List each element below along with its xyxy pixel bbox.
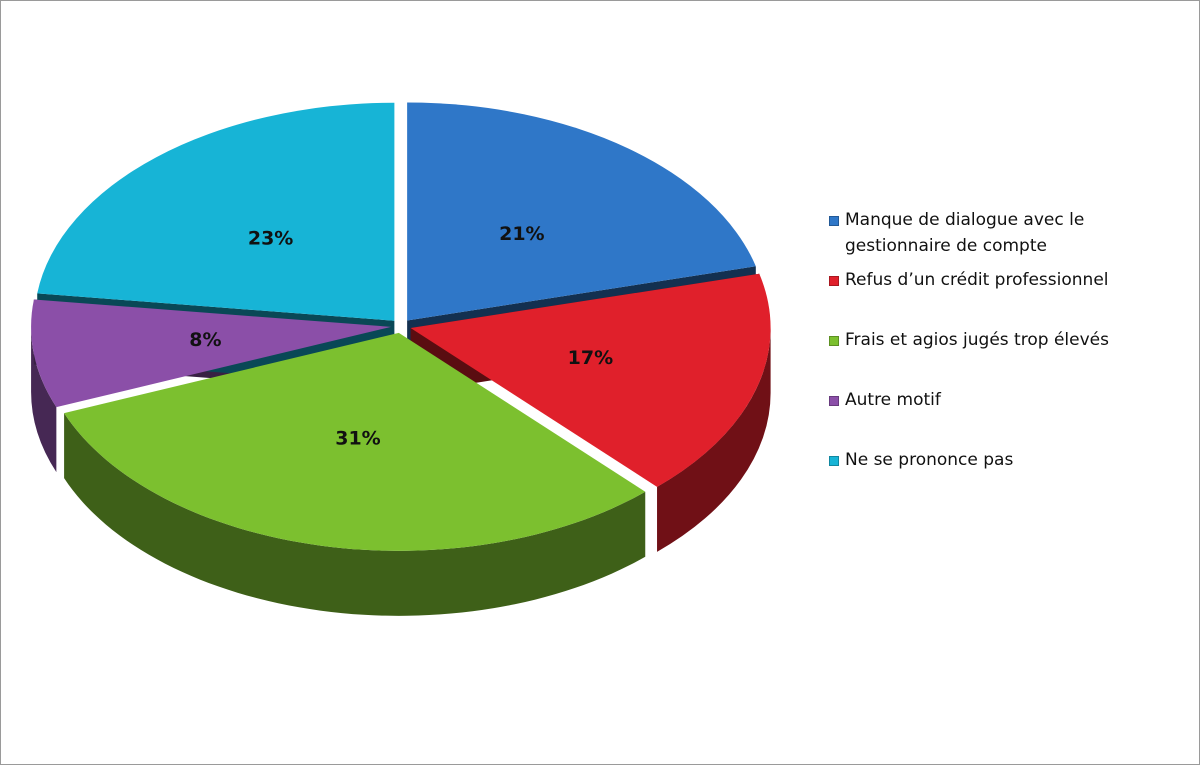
legend-item: Refus d’un crédit professionnel xyxy=(827,267,1127,327)
legend-swatch xyxy=(829,396,839,406)
legend-swatch xyxy=(829,216,839,226)
slice xyxy=(37,102,395,321)
legend-label: Frais et agios jugés trop élevés xyxy=(845,330,1109,350)
legend-label: Autre motif xyxy=(845,390,941,410)
slice-side xyxy=(31,326,57,473)
slice xyxy=(410,273,771,487)
legend-label: Manque de dialogue avec le gestionnaire … xyxy=(845,210,1085,256)
legend-item: Manque de dialogue avec le gestionnaire … xyxy=(827,207,1127,267)
value-label: 21% xyxy=(499,223,544,245)
slice xyxy=(31,299,392,408)
legend-label: Ne se prononce pas xyxy=(845,450,1014,470)
slice xyxy=(407,102,756,321)
slice xyxy=(64,332,646,551)
legend-label: Refus d’un crédit professionnel xyxy=(845,270,1109,290)
value-label: 31% xyxy=(335,428,380,450)
value-label: 23% xyxy=(248,227,293,249)
legend: Manque de dialogue avec le gestionnaire … xyxy=(827,207,1127,507)
legend-swatch xyxy=(829,336,839,346)
value-label: 17% xyxy=(568,347,613,369)
legend-swatch xyxy=(829,456,839,466)
legend-swatch xyxy=(829,276,839,286)
value-label: 8% xyxy=(189,329,221,351)
legend-item: Autre motif xyxy=(827,387,1127,447)
slice-side xyxy=(64,413,646,616)
legend-item: Ne se prononce pas xyxy=(827,447,1127,507)
slice-side xyxy=(657,327,771,552)
legend-item: Frais et agios jugés trop élevés xyxy=(827,327,1127,387)
